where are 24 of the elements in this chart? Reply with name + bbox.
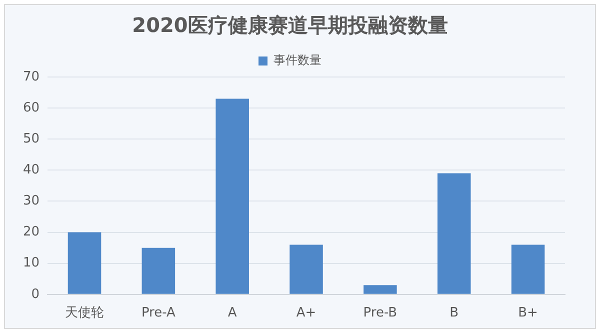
chart-title: 2020医疗健康赛道早期投融资数量 — [132, 13, 448, 38]
bar — [437, 173, 471, 294]
bar — [290, 244, 323, 294]
x-tick-label: B — [450, 306, 459, 321]
legend-label: 事件数量 — [274, 53, 322, 68]
bar — [142, 248, 176, 294]
x-tick-label: A — [228, 306, 237, 321]
y-tick-label: 10 — [22, 256, 40, 271]
y-tick-label: 0 — [31, 286, 40, 302]
x-tick-label: B+ — [518, 306, 538, 321]
bar — [511, 244, 545, 294]
y-tick-label: 60 — [22, 100, 40, 116]
x-tick-label: A+ — [296, 306, 316, 321]
y-tick-label: 70 — [22, 69, 40, 84]
y-tick-label: 30 — [22, 194, 40, 209]
bar — [364, 285, 397, 294]
y-tick-label: 50 — [22, 131, 40, 146]
bar — [68, 232, 102, 294]
y-tick-label: 40 — [22, 162, 40, 178]
x-tick-label: Pre-A — [141, 306, 176, 321]
x-tick-label: 天使轮 — [65, 306, 104, 321]
y-tick-label: 20 — [22, 224, 40, 240]
x-tick-label: Pre-B — [363, 306, 398, 321]
bar — [216, 98, 249, 294]
